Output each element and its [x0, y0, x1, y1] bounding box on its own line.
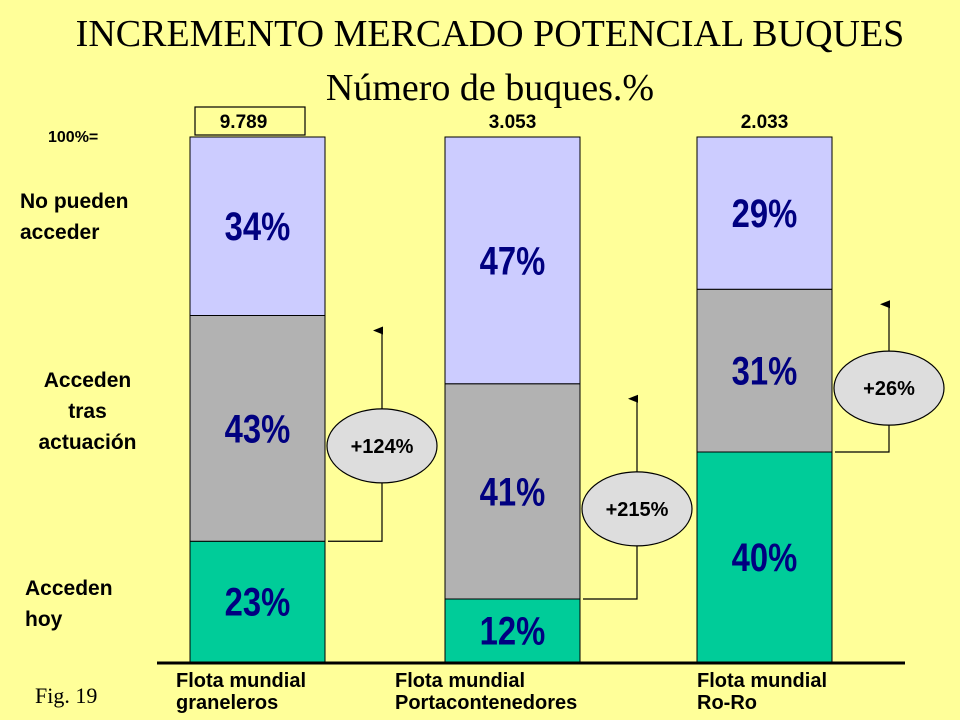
title: INCREMENTO MERCADO POTENCIAL BUQUES: [75, 13, 905, 55]
total-label: 100%=: [48, 129, 99, 146]
connector: [835, 425, 890, 453]
x-tick-label: Flota mundial: [176, 670, 306, 692]
connector: [583, 545, 638, 600]
total-value: 3.053: [489, 112, 537, 133]
total-box: [194, 106, 306, 136]
increment-bubble: [833, 350, 945, 426]
value-label: 12%: [480, 608, 546, 653]
bar-segment: [696, 451, 833, 663]
value-label: 23%: [225, 580, 291, 625]
x-tick-label: Portacontenedores: [395, 692, 577, 714]
footnote: Fig. 19: [35, 683, 98, 708]
value-label: 43%: [225, 406, 291, 451]
value-label: 29%: [732, 191, 798, 236]
legend-label: Acceden hoy: [25, 577, 113, 631]
value-label: 47%: [480, 238, 546, 283]
increment-label: +26%: [863, 378, 915, 400]
bar-segment: [189, 136, 326, 316]
bar-segment: [696, 288, 833, 453]
bar-segment: [444, 383, 581, 600]
increment-label: +215%: [606, 499, 669, 521]
total-value: 9.789: [220, 112, 268, 133]
x-tick-label: Flota mundial: [395, 670, 525, 692]
value-label: 31%: [732, 349, 798, 394]
subtitle: Número de buques.%: [325, 67, 655, 109]
x-tick-label: Ro-Ro: [697, 692, 757, 714]
legend-label: No pueden acceder: [20, 190, 129, 244]
bar-segment: [444, 136, 581, 385]
value-label: 40%: [732, 535, 798, 580]
legend-label: Acceden tras actuación: [38, 369, 137, 454]
value-label: 41%: [480, 469, 546, 514]
connector: [328, 482, 383, 542]
total-value: 2.033: [741, 112, 789, 133]
value-label: 34%: [225, 204, 291, 249]
x-tick-label: graneleros: [176, 692, 278, 714]
increment-bubble: [326, 408, 438, 484]
x-tick-label: Flota mundial: [697, 670, 827, 692]
bar-segment: [696, 136, 833, 290]
increment-label: +124%: [351, 436, 414, 458]
increment-bubble: [581, 471, 693, 547]
